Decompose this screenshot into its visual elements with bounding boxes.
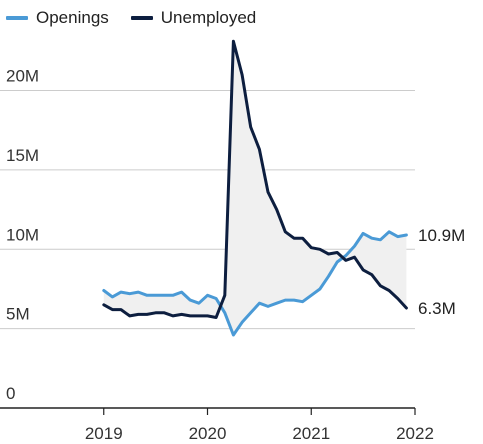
series-line-unemployed <box>102 39 408 319</box>
end-label-openings: 10.9M <box>418 226 465 245</box>
gap-area <box>103 41 407 336</box>
y-tick-label-5M: 5M <box>6 305 30 324</box>
legend-swatch-openings <box>6 16 28 20</box>
legend-swatch-unemployed <box>130 16 153 20</box>
x-tick-label-2019: 2019 <box>85 424 123 443</box>
x-tick-label-2021: 2021 <box>292 424 330 443</box>
y-tick-label-10M: 10M <box>6 225 39 244</box>
y-tick-label-20M: 20M <box>6 67 39 86</box>
legend-label-unemployed: Unemployed <box>160 8 257 27</box>
axes <box>0 407 416 415</box>
legend-item-openings: Openings <box>6 8 109 28</box>
legend-label-openings: Openings <box>36 8 109 27</box>
grid-lines <box>0 90 415 330</box>
x-tick-label-2020: 2020 <box>189 424 227 443</box>
x-tick-label-2022: 2022 <box>396 424 434 443</box>
y-tick-label-0: 0 <box>6 384 15 403</box>
chart-legend: Openings Unemployed <box>6 6 256 30</box>
series-line-openings <box>102 230 408 337</box>
y-tick-label-15M: 15M <box>6 146 39 165</box>
labels: 0 5M 10M 15M 20M 2019 2020 2021 2022 10.9M 6.3M <box>6 67 465 443</box>
legend-item-unemployed: Unemployed <box>130 8 257 28</box>
gap-shading <box>103 41 407 336</box>
series-lines <box>102 39 408 337</box>
end-label-unemployed: 6.3M <box>418 299 456 318</box>
